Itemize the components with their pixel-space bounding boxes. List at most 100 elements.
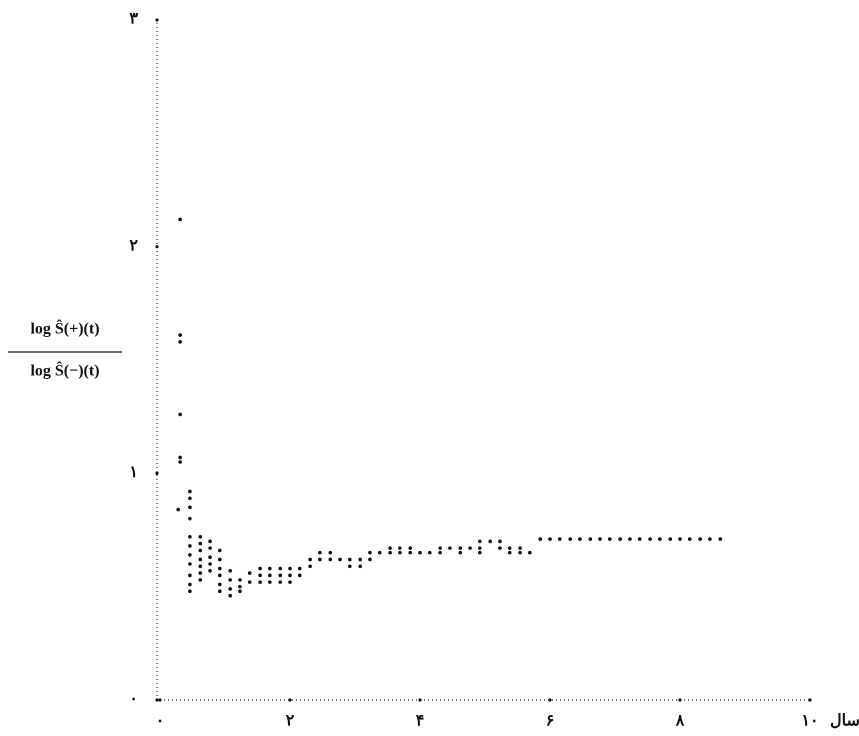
- point: [178, 333, 182, 337]
- point: [208, 546, 212, 550]
- point: [557, 537, 562, 541]
- x-tick-label: ۱۰: [801, 713, 818, 730]
- point: [288, 573, 292, 578]
- point: [198, 557, 203, 562]
- point: [568, 537, 572, 541]
- point: [368, 557, 372, 562]
- y-tick-label: ۲: [129, 237, 138, 254]
- point: [198, 541, 203, 546]
- point: [188, 544, 192, 548]
- point: [238, 578, 242, 582]
- point: [178, 455, 182, 460]
- point: [507, 550, 512, 555]
- point: [368, 550, 372, 555]
- x-label: سال: [830, 713, 859, 730]
- point: [218, 573, 222, 578]
- point: [198, 535, 203, 539]
- point: [427, 550, 432, 555]
- point: [238, 589, 242, 593]
- point: [228, 593, 232, 598]
- point: [188, 573, 192, 578]
- point: [258, 580, 262, 584]
- point: [358, 557, 363, 562]
- point: [258, 573, 262, 578]
- x-tick: [808, 698, 812, 702]
- point: [338, 557, 342, 562]
- x-tick-label: ۴: [416, 713, 425, 730]
- point: [228, 569, 232, 573]
- point: [518, 550, 522, 555]
- point: [178, 217, 182, 222]
- point: [678, 537, 682, 541]
- point: [188, 489, 192, 494]
- point: [398, 550, 402, 555]
- point: [418, 550, 422, 555]
- point: [618, 537, 622, 541]
- point: [188, 516, 192, 521]
- point: [297, 573, 302, 578]
- point: [208, 539, 212, 544]
- point: [176, 507, 180, 512]
- point: [328, 550, 333, 555]
- point: [468, 546, 472, 550]
- point: [178, 460, 182, 464]
- point: [637, 537, 642, 541]
- point: [297, 566, 302, 571]
- point: [518, 546, 522, 550]
- point: [218, 548, 222, 553]
- point: [628, 537, 632, 541]
- point: [247, 580, 252, 584]
- point: [498, 539, 502, 544]
- point: [328, 557, 333, 562]
- point: [258, 566, 262, 571]
- y-tick-label: ۱: [129, 464, 138, 481]
- point: [538, 537, 543, 541]
- point: [348, 557, 352, 562]
- x-tick: [288, 698, 292, 702]
- point: [458, 550, 463, 555]
- point: [188, 553, 192, 557]
- point: [708, 537, 712, 541]
- x-tick-label: ۰: [156, 713, 165, 730]
- point: [218, 557, 222, 562]
- point: [718, 537, 723, 541]
- point: [578, 537, 582, 541]
- point: [188, 562, 192, 566]
- point: [208, 555, 212, 559]
- point: [268, 580, 272, 584]
- point: [658, 537, 662, 541]
- point: [198, 548, 203, 553]
- point: [228, 587, 232, 591]
- y-tick: [155, 18, 159, 22]
- point: [178, 340, 182, 344]
- point: [218, 589, 222, 593]
- x-tick: [418, 698, 422, 702]
- point: [668, 537, 673, 541]
- point: [458, 546, 463, 550]
- point: [648, 537, 652, 541]
- point: [238, 584, 242, 589]
- point: [318, 550, 322, 555]
- y-tick-label: ۳: [129, 11, 138, 28]
- point: [698, 537, 702, 541]
- point: [438, 550, 442, 555]
- point: [687, 537, 692, 541]
- point: [268, 566, 272, 571]
- x-tick-label: ۸: [675, 713, 685, 730]
- point: [588, 537, 593, 541]
- point: [608, 537, 612, 541]
- point: [268, 573, 272, 578]
- point: [377, 550, 382, 555]
- point: [247, 571, 252, 575]
- point: [278, 566, 283, 571]
- point: [408, 546, 413, 550]
- point: [408, 550, 413, 555]
- point: [288, 566, 292, 571]
- point: [438, 546, 442, 550]
- point: [318, 557, 322, 562]
- y-tick-label: ۰: [129, 691, 138, 708]
- point: [308, 557, 312, 562]
- point: [448, 546, 452, 550]
- point: [598, 537, 602, 541]
- x-tick-label: ۶: [546, 713, 555, 730]
